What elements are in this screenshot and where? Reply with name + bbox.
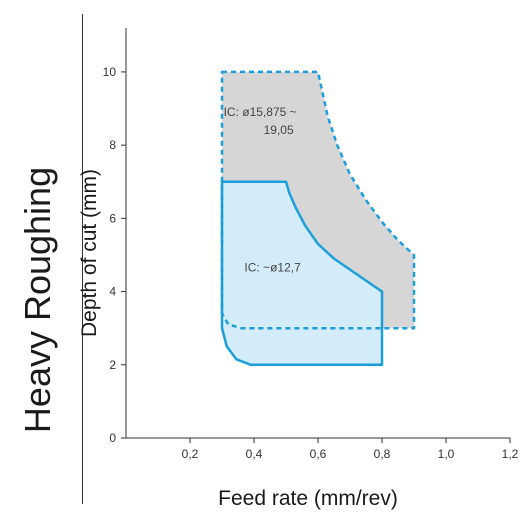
region-label-0: 19,05 [264, 123, 294, 137]
x-axis-title: Feed rate (mm/rev) [218, 487, 398, 510]
region-outline-1 [220, 180, 384, 367]
region-label-1: IC: ~ø12,7 [244, 260, 301, 274]
y-tick-label: 0 [109, 431, 116, 445]
section-divider [82, 14, 83, 504]
side-title: Heavy Roughing [17, 167, 58, 433]
x-tick-label: 0,4 [246, 447, 263, 461]
x-tick-label: 1,2 [502, 447, 519, 461]
region-outline-0 [220, 70, 416, 330]
region-fill-1 [222, 181, 382, 365]
x-tick-label: 1,0 [438, 447, 455, 461]
y-tick-label: 6 [109, 211, 116, 225]
region-label-0: IC: ø15,875 ~ [224, 105, 297, 119]
y-tick-label: 4 [109, 285, 116, 299]
side-title-svg: Heavy Roughing [17, 167, 58, 433]
x-tick-label: 0,8 [374, 447, 391, 461]
y-tick-label: 2 [109, 358, 116, 372]
x-tick-label: 0,2 [182, 447, 199, 461]
y-axis-title: Depth of cut (mm) [78, 169, 101, 337]
x-tick-label: 0,6 [310, 447, 327, 461]
y-tick-label: 10 [103, 65, 117, 79]
y-tick-label: 8 [109, 138, 116, 152]
